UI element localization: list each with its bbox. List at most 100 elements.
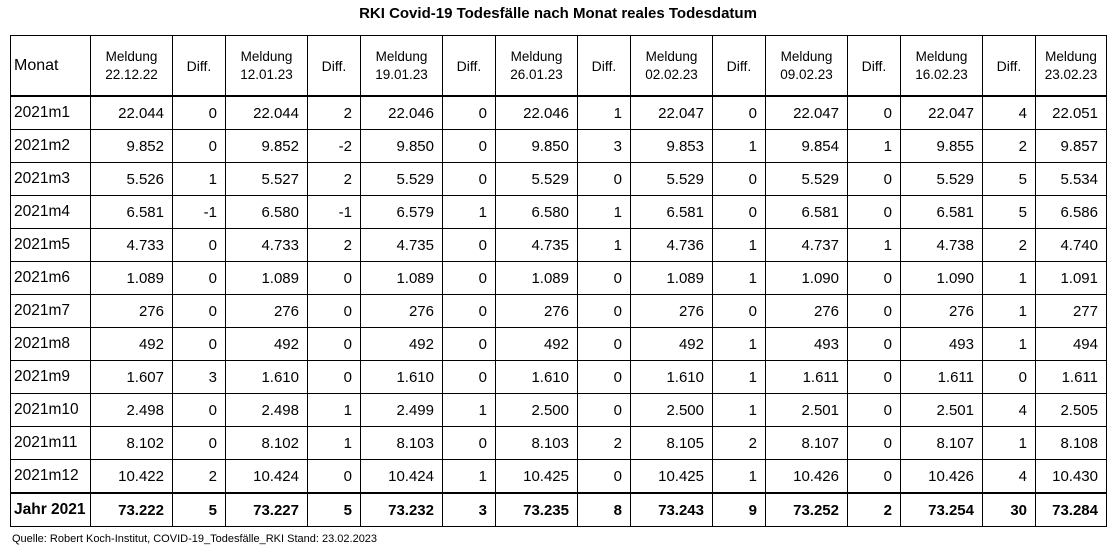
table-row: 2021m10 2.498 0 2.498 1 2.499 1 2.500 0 2.500 1 2.5… <box>10 393 1107 427</box>
column-header-diff: Diff. <box>982 35 1036 97</box>
meldung-value-cell: 276 <box>225 294 308 328</box>
meldung-value-cell: 73.227 <box>225 492 308 527</box>
diff-value-cell: 2 <box>307 162 361 196</box>
diff-value-cell: 2 <box>982 228 1036 262</box>
month-cell: 2021m10 <box>10 393 91 427</box>
meldung-value-cell: 22.046 <box>360 95 443 130</box>
meldung-label: Meldung <box>780 48 833 64</box>
diff-value-cell: 1 <box>442 393 496 427</box>
meldung-value-cell: 4.733 <box>225 228 308 262</box>
diff-value-cell: 1 <box>577 195 631 229</box>
month-cell: 2021m11 <box>10 426 91 460</box>
meldung-value-cell: 276 <box>360 294 443 328</box>
diff-value-cell: 3 <box>172 360 226 394</box>
diff-value-cell: 0 <box>847 327 901 361</box>
diff-value-cell: 0 <box>442 327 496 361</box>
diff-value-cell: 0 <box>577 327 631 361</box>
meldung-value-cell: 22.051 <box>1035 95 1107 130</box>
meldung-value-cell: 1.089 <box>360 261 443 295</box>
diff-value-cell: 0 <box>172 228 226 262</box>
diff-value-cell: 2 <box>847 492 901 527</box>
column-header-diff: Diff. <box>442 35 496 97</box>
meldung-value-cell: 1.089 <box>90 261 173 295</box>
diff-value-cell: 1 <box>712 129 766 163</box>
meldung-value-cell: 1.607 <box>90 360 173 394</box>
meldung-label: Meldung <box>915 48 968 64</box>
meldung-label: Meldung <box>375 48 428 64</box>
meldung-date: 26.01.23 <box>510 66 563 82</box>
diff-value-cell: 0 <box>847 426 901 460</box>
diff-value-cell: 0 <box>442 294 496 328</box>
meldung-value-cell: 493 <box>900 327 983 361</box>
meldung-value-cell: 6.581 <box>765 195 848 229</box>
column-header-meldung: Meldung 09.02.23 <box>765 35 848 97</box>
meldung-value-cell: 10.425 <box>630 459 713 494</box>
meldung-value-cell: 10.424 <box>225 459 308 494</box>
meldung-value-cell: 1.610 <box>630 360 713 394</box>
meldung-value-cell: 493 <box>765 327 848 361</box>
diff-value-cell: 0 <box>307 294 361 328</box>
meldung-value-cell: 276 <box>90 294 173 328</box>
diff-value-cell: 4 <box>982 393 1036 427</box>
meldung-value-cell: 1.089 <box>225 261 308 295</box>
meldung-value-cell: 276 <box>765 294 848 328</box>
diff-value-cell: 3 <box>442 492 496 527</box>
diff-value-cell: 0 <box>442 95 496 130</box>
diff-value-cell: 0 <box>442 228 496 262</box>
diff-value-cell: 1 <box>712 261 766 295</box>
diff-value-cell: 1 <box>712 459 766 494</box>
meldung-value-cell: 4.736 <box>630 228 713 262</box>
meldung-value-cell: 492 <box>225 327 308 361</box>
diff-value-cell: 30 <box>982 492 1036 527</box>
diff-value-cell: 0 <box>307 327 361 361</box>
meldung-value-cell: 1.611 <box>765 360 848 394</box>
meldung-value-cell: 22.044 <box>90 95 173 130</box>
meldung-value-cell: 22.047 <box>765 95 848 130</box>
meldung-label: Meldung <box>645 48 698 64</box>
meldung-value-cell: 1.610 <box>360 360 443 394</box>
meldung-value-cell: 4.737 <box>765 228 848 262</box>
table-row: 2021m11 8.102 0 8.102 1 8.103 0 8.103 2 8.105 2 8.1… <box>10 426 1107 460</box>
meldung-value-cell: 4.738 <box>900 228 983 262</box>
meldung-value-cell: 494 <box>1035 327 1107 361</box>
diff-value-cell: 1 <box>982 261 1036 295</box>
diff-value-cell: 1 <box>712 393 766 427</box>
diff-value-cell: 1 <box>712 228 766 262</box>
meldung-value-cell: 277 <box>1035 294 1107 328</box>
diff-value-cell: 0 <box>847 459 901 494</box>
diff-value-cell: 1 <box>577 228 631 262</box>
meldung-value-cell: 73.235 <box>495 492 578 527</box>
diff-value-cell: 5 <box>982 162 1036 196</box>
meldung-value-cell: 5.527 <box>225 162 308 196</box>
diff-value-cell: 0 <box>307 459 361 494</box>
meldung-value-cell: 4.735 <box>360 228 443 262</box>
meldung-date: 12.01.23 <box>240 66 293 82</box>
diff-value-cell: 0 <box>442 426 496 460</box>
meldung-value-cell: 5.529 <box>360 162 443 196</box>
meldung-value-cell: 2.498 <box>225 393 308 427</box>
meldung-value-cell: 276 <box>495 294 578 328</box>
diff-value-cell: -1 <box>307 195 361 229</box>
meldung-label: Meldung <box>240 48 293 64</box>
meldung-value-cell: 1.611 <box>1035 360 1107 394</box>
meldung-value-cell: 4.740 <box>1035 228 1107 262</box>
column-header-diff: Diff. <box>847 35 901 97</box>
column-header-meldung: Meldung 19.01.23 <box>360 35 443 97</box>
meldung-value-cell: 6.579 <box>360 195 443 229</box>
meldung-value-cell: 1.610 <box>225 360 308 394</box>
column-header-meldung: Meldung 12.01.23 <box>225 35 308 97</box>
meldung-value-cell: 9.854 <box>765 129 848 163</box>
diff-value-cell: 0 <box>172 393 226 427</box>
meldung-value-cell: 9.852 <box>90 129 173 163</box>
month-cell: 2021m12 <box>10 459 91 494</box>
meldung-value-cell: 2.501 <box>765 393 848 427</box>
diff-value-cell: 5 <box>982 195 1036 229</box>
diff-value-cell: 1 <box>712 327 766 361</box>
diff-value-cell: 0 <box>847 95 901 130</box>
meldung-value-cell: 73.252 <box>765 492 848 527</box>
meldung-value-cell: 6.581 <box>90 195 173 229</box>
diff-value-cell: 9 <box>712 492 766 527</box>
diff-value-cell: -2 <box>307 129 361 163</box>
diff-value-cell: 0 <box>577 360 631 394</box>
diff-value-cell: 2 <box>577 426 631 460</box>
